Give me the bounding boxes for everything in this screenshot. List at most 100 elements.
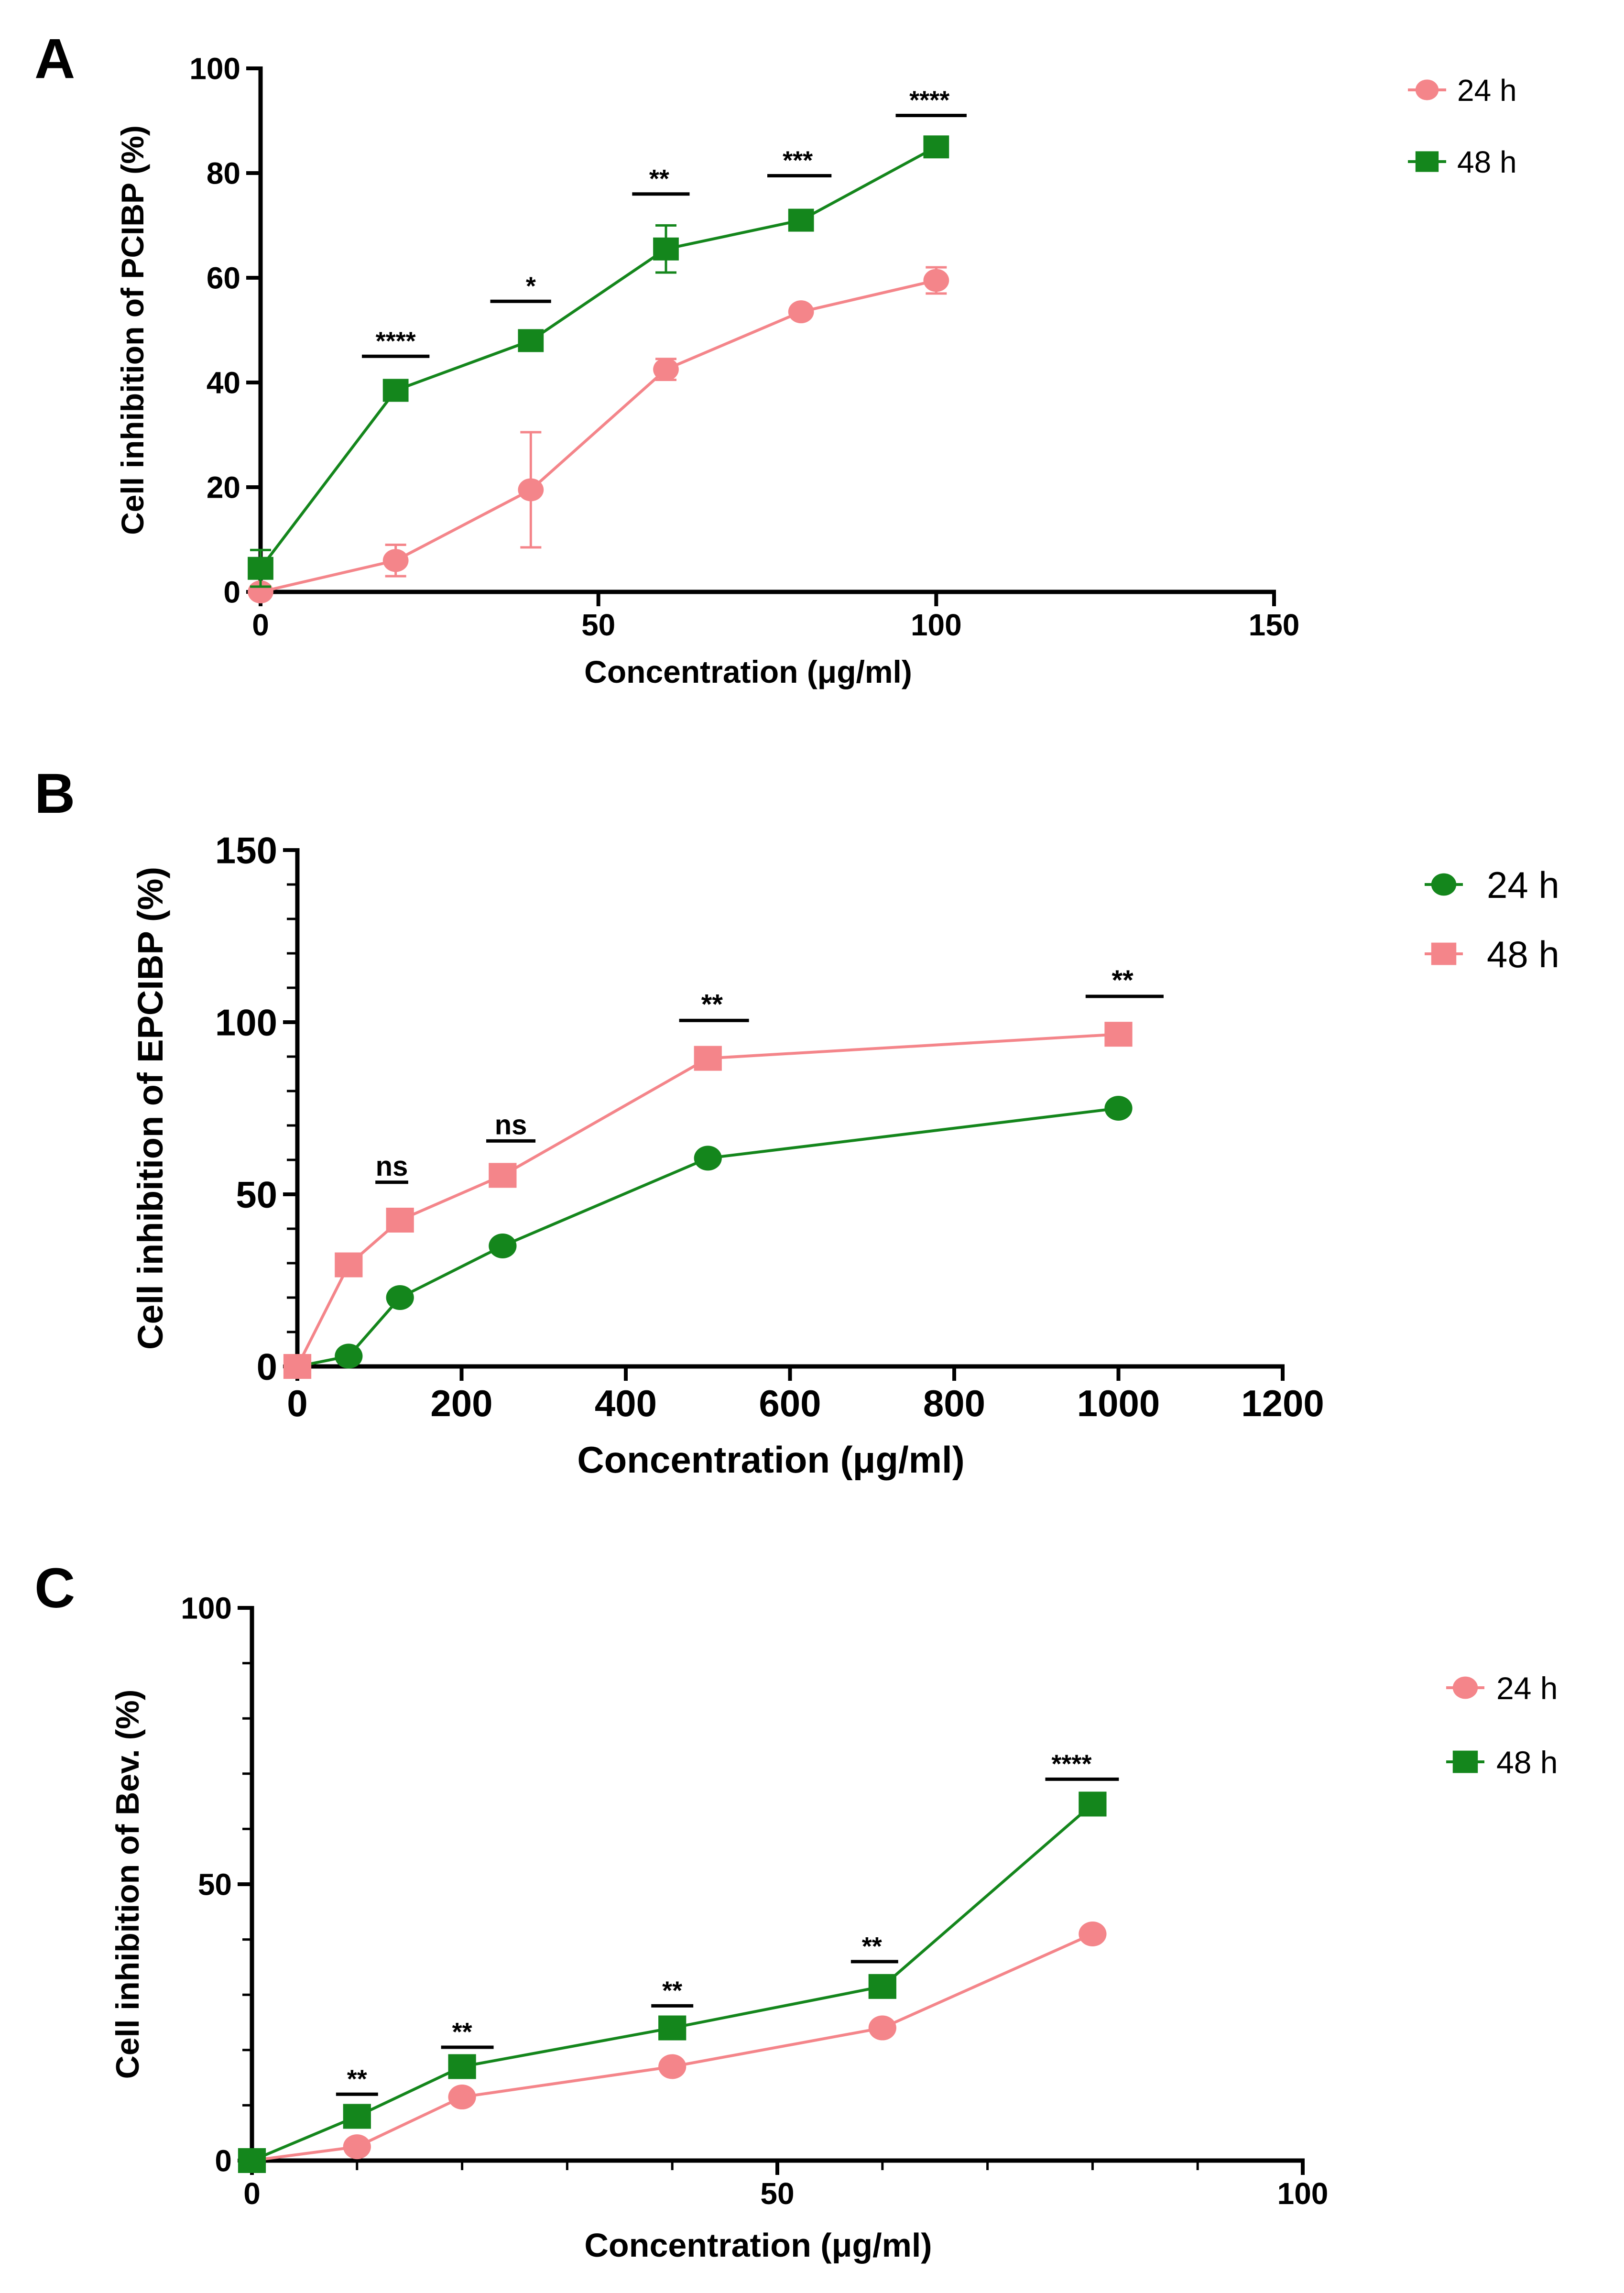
data-point	[868, 2015, 896, 2041]
significance-label: *	[526, 272, 536, 300]
y-tick-label: 0	[257, 1345, 277, 1387]
y-tick-label: 50	[236, 1173, 277, 1215]
data-point	[518, 329, 544, 352]
data-point	[386, 1285, 414, 1310]
data-point	[489, 1234, 517, 1258]
data-point	[923, 269, 949, 292]
y-tick-label: 0	[223, 575, 240, 609]
data-point	[283, 1354, 312, 1379]
legend-label: 48 h	[1496, 1745, 1558, 1780]
significance-label: **	[1112, 965, 1134, 996]
legend-marker	[1452, 1750, 1478, 1773]
chart-panel-a: A 0 50 100 150 0 20 40 60 80 100 Concentration (μg/…	[34, 27, 1517, 689]
y-tick-label: 50	[198, 1867, 232, 1901]
data-point	[518, 478, 544, 502]
x-axis-title: Concentration (μg/ml)	[584, 2227, 932, 2264]
significance-label: ****	[1051, 1749, 1091, 1778]
x-tick-label: 800	[923, 1382, 985, 1424]
y-tick-label: 0	[215, 2143, 232, 2178]
data-point	[386, 1208, 414, 1233]
significance-label: ***	[783, 146, 813, 175]
series-48h	[283, 1022, 1133, 1379]
x-axis-title: Concentration (μg/ml)	[577, 1439, 964, 1481]
series-line	[260, 279, 937, 593]
significance-label: **	[862, 1932, 882, 1961]
chart-panel-c: C 0 50 100 0 50 100 Concentration (μg/ml) Cell i…	[34, 1557, 1558, 2264]
panel-label: A	[34, 27, 75, 90]
data-point	[694, 1046, 722, 1071]
data-point	[788, 300, 814, 324]
significance-label: **	[701, 989, 723, 1020]
x-tick-label: 50	[581, 608, 615, 642]
legend-marker	[1431, 942, 1457, 965]
x-axis-title: Concentration (μg/ml)	[584, 654, 912, 689]
legend-marker	[1452, 1676, 1478, 1699]
data-point	[658, 2054, 687, 2079]
significance-label: **	[452, 2018, 472, 2046]
data-point	[1079, 1791, 1107, 1817]
data-point	[694, 1146, 722, 1171]
x-tick-label: 0	[252, 608, 269, 642]
legend-label: 48 h	[1457, 145, 1517, 179]
data-point	[868, 1974, 896, 1999]
y-tick-label: 40	[207, 365, 240, 400]
x-tick-label: 100	[911, 608, 962, 642]
legend-label: 24 h	[1457, 73, 1517, 108]
data-point	[658, 2015, 687, 2041]
x-tick-label: 1200	[1241, 1382, 1324, 1424]
series-line	[251, 1803, 1094, 2162]
y-tick-label: 100	[181, 1591, 232, 1625]
y-tick-label: 100	[189, 51, 240, 86]
legend-label: 24 h	[1496, 1671, 1558, 1706]
x-tick-label: 50	[760, 2176, 794, 2211]
legend-marker	[1415, 79, 1439, 100]
y-tick-label: 100	[215, 1001, 277, 1043]
data-point	[248, 557, 273, 580]
legend-marker	[1415, 151, 1439, 172]
significance-label: **	[347, 2064, 367, 2093]
x-tick-label: 0	[287, 1382, 307, 1424]
data-point	[489, 1163, 517, 1188]
data-point	[923, 135, 949, 159]
data-point	[343, 2104, 371, 2129]
legend-label: 48 h	[1487, 933, 1559, 975]
significance-label: **	[649, 164, 669, 193]
data-point	[238, 2148, 266, 2173]
data-point	[335, 1252, 363, 1278]
x-tick-label: 200	[430, 1382, 492, 1424]
legend-label: 24 h	[1487, 864, 1559, 906]
x-tick-label: 1000	[1077, 1382, 1160, 1424]
legend-marker	[1431, 873, 1457, 896]
data-point	[653, 358, 679, 381]
x-tick-label: 100	[1277, 2176, 1329, 2211]
y-tick-label: 150	[215, 829, 277, 871]
x-tick-label: 400	[595, 1382, 657, 1424]
data-point	[788, 208, 814, 232]
y-axis-title: Cell inhibition of Bev. (%)	[109, 1690, 146, 2079]
series-24h	[238, 1922, 1107, 2173]
series-48h	[248, 135, 949, 588]
data-point	[448, 2054, 476, 2079]
data-point	[382, 379, 409, 402]
series-24h	[283, 1096, 1133, 1379]
significance-label: ns	[495, 1109, 527, 1140]
y-tick-label: 20	[207, 470, 240, 504]
data-point	[653, 237, 679, 261]
data-point	[343, 2134, 371, 2160]
data-point	[382, 549, 409, 572]
significance-label: ns	[376, 1151, 408, 1182]
x-tick-label: 600	[759, 1382, 821, 1424]
y-tick-label: 80	[207, 156, 240, 190]
data-point	[448, 2085, 476, 2110]
series-line	[296, 1033, 1119, 1367]
data-point	[1104, 1022, 1133, 1047]
series-48h	[238, 1791, 1107, 2173]
y-axis-title: Cell inhibition of PCIBP (%)	[115, 125, 150, 535]
significance-label: ****	[376, 327, 416, 355]
series-24h	[248, 266, 949, 603]
panel-label: B	[34, 762, 75, 825]
significance-label: **	[662, 1976, 682, 2005]
chart-panel-b: B 0 200 400 600 800 1000 1200 0 50 100 150 Concentra…	[34, 762, 1559, 1481]
data-point	[1104, 1096, 1133, 1121]
